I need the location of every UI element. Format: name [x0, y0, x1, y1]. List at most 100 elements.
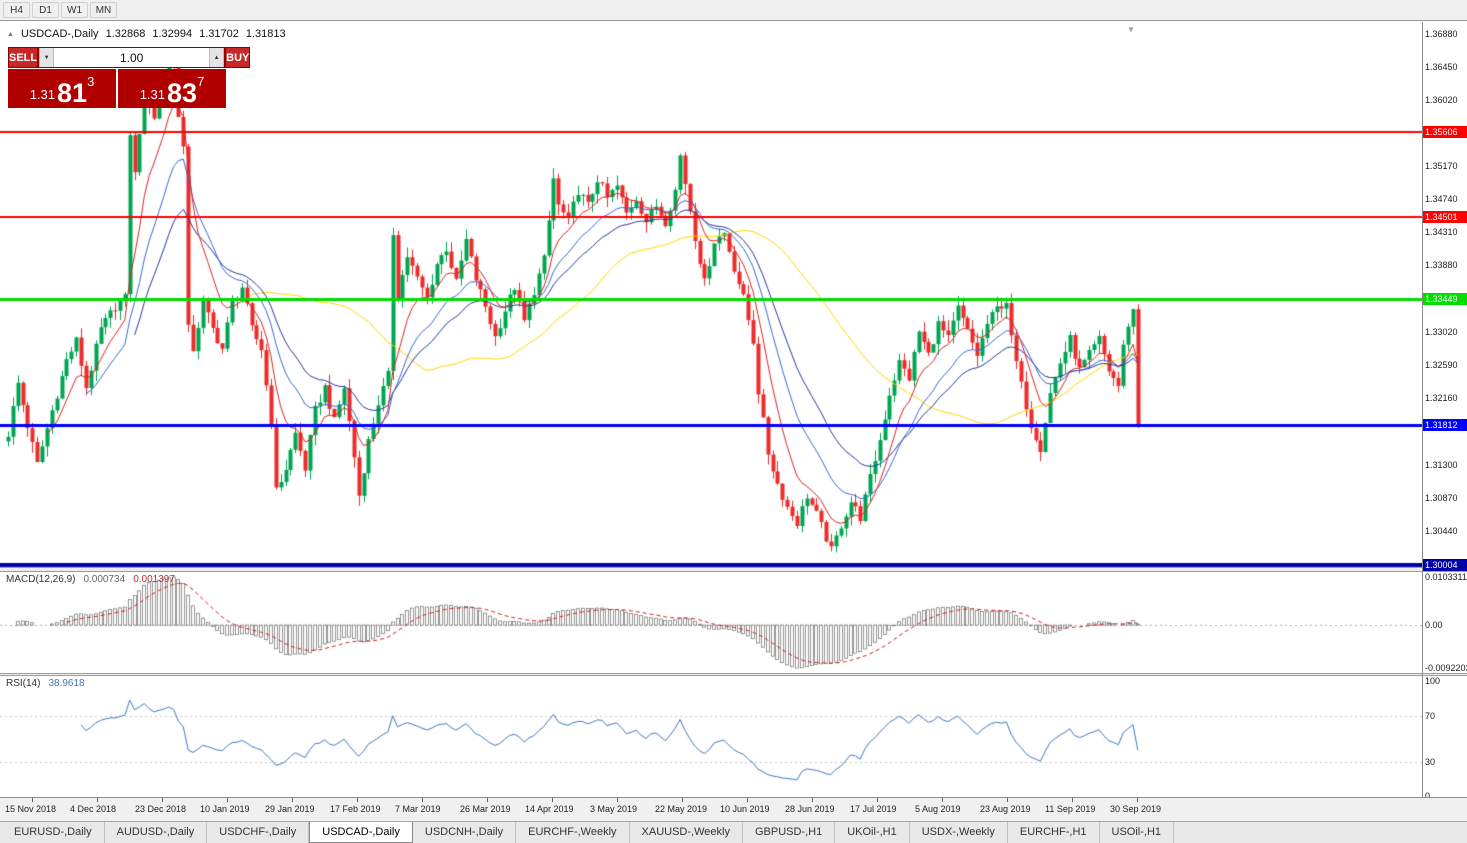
date-tick-mark: [357, 798, 358, 802]
price-tick-label: 1.32590: [1425, 360, 1458, 370]
tab-eurchf-weekly[interactable]: EURCHF-,Weekly: [516, 822, 630, 843]
buy-price-display[interactable]: 1.31 83 7: [118, 69, 226, 108]
panel-separator-rsi[interactable]: [0, 673, 1467, 676]
date-tick-mark: [942, 798, 943, 802]
main-chart-canvas[interactable]: [0, 22, 1422, 568]
panel-separator-macd[interactable]: [0, 567, 1467, 572]
date-label: 17 Feb 2019: [330, 804, 381, 814]
sell-price-display[interactable]: 1.31 81 3: [8, 69, 116, 108]
price-tick-label: 1.34740: [1425, 194, 1458, 204]
chart-shift-marker-icon[interactable]: ▼: [1127, 25, 1135, 34]
tab-usdx-weekly[interactable]: USDX-,Weekly: [910, 822, 1008, 843]
volume-control: ▼ ▲: [38, 47, 226, 68]
macd-value-signal: 0.001397: [133, 574, 175, 585]
rsi-indicator-canvas[interactable]: [0, 676, 1422, 797]
price-tick-label: 1.36020: [1425, 95, 1458, 105]
ohlc-high: 1.32994: [152, 28, 193, 40]
hline-price-flag: 1.33449: [1423, 293, 1467, 305]
rsi-value: 38.9618: [48, 678, 85, 689]
volume-input[interactable]: [54, 48, 210, 67]
price-tick-label: 1.30440: [1425, 526, 1458, 536]
date-label: 4 Dec 2018: [70, 804, 117, 814]
date-tick-mark: [877, 798, 878, 802]
date-tick-mark: [812, 798, 813, 802]
tab-usdcnh-daily[interactable]: USDCNH-,Daily: [413, 822, 517, 843]
timeframe-button-h4[interactable]: H4: [3, 2, 30, 18]
price-tick-label: 1.32160: [1425, 393, 1458, 403]
date-label: 11 Sep 2019: [1045, 804, 1096, 814]
date-tick-mark: [747, 798, 748, 802]
date-tick-mark: [487, 798, 488, 802]
macd-tick-label: 0.0103311: [1425, 572, 1467, 582]
sell-price-sup: 3: [87, 74, 95, 89]
timeframe-button-w1[interactable]: W1: [61, 2, 88, 18]
date-tick-mark: [97, 798, 98, 802]
buy-button[interactable]: BUY: [225, 47, 251, 68]
tab-ukoil-h1[interactable]: UKOil-,H1: [835, 822, 910, 843]
sell-button[interactable]: SELL: [8, 47, 39, 68]
one-click-trading-panel: SELL ▼ ▲ BUY 1.31 81 3 1.31 83 7: [8, 47, 251, 108]
date-label: 14 Apr 2019: [525, 804, 574, 814]
date-label: 17 Jul 2019: [850, 804, 897, 814]
rsi-tick-label: 30: [1425, 757, 1436, 767]
tab-audusd-daily[interactable]: AUDUSD-,Daily: [105, 822, 208, 843]
price-tick-label: 1.35170: [1425, 161, 1458, 171]
chart-symbol-timeframe: USDCAD-,Daily: [20, 28, 99, 40]
price-tick-label: 1.33020: [1425, 327, 1458, 337]
rsi-tick-label: 70: [1425, 711, 1436, 721]
timeframe-buttons: H4 D1 W1 MN: [3, 2, 119, 18]
price-tick-label: 1.31300: [1425, 460, 1458, 470]
tab-eurchf-h1[interactable]: EURCHF-,H1: [1008, 822, 1100, 843]
rsi-tick-label: 0: [1425, 791, 1431, 801]
date-tick-mark: [162, 798, 163, 802]
date-tick-mark: [1072, 798, 1073, 802]
timeframe-toolbar: H4 D1 W1 MN: [0, 0, 1467, 20]
buy-price-big: 83: [167, 78, 198, 109]
macd-name: MACD(12,26,9): [6, 574, 76, 585]
date-tick-mark: [682, 798, 683, 802]
macd-indicator-canvas[interactable]: [0, 572, 1422, 673]
price-axis-separator: [1422, 22, 1423, 797]
date-label: 5 Aug 2019: [915, 804, 961, 814]
sell-price-prefix: 1.31: [29, 87, 56, 102]
rsi-indicator-label: RSI(14) 38.9618: [6, 678, 85, 689]
macd-value-main: 0.000734: [83, 574, 126, 585]
date-label: 23 Dec 2018: [135, 804, 187, 814]
volume-decrease-button[interactable]: ▼: [39, 48, 55, 67]
macd-indicator-label: MACD(12,26,9) 0.000734 0.001397: [6, 574, 175, 585]
rsi-name: RSI(14): [6, 678, 41, 689]
date-tick-mark: [1007, 798, 1008, 802]
timeframe-button-d1[interactable]: D1: [32, 2, 59, 18]
ohlc-open: 1.32868: [105, 28, 146, 40]
chart-tab-bar: EURUSD-,Daily AUDUSD-,Daily USDCHF-,Daily U…: [0, 821, 1467, 843]
hline-price-flag: 1.35606: [1423, 126, 1467, 138]
date-tick-mark: [617, 798, 618, 802]
tab-xauusd-weekly[interactable]: XAUUSD-,Weekly: [630, 822, 743, 843]
tab-eurusd-daily[interactable]: EURUSD-,Daily: [2, 822, 105, 843]
tab-usdchf-daily[interactable]: USDCHF-,Daily: [207, 822, 310, 843]
collapse-arrow-icon[interactable]: ▲: [7, 30, 14, 38]
price-tick-label: 1.36880: [1425, 29, 1458, 39]
trade-prices-row: 1.31 81 3 1.31 83 7: [8, 69, 226, 108]
timeframe-button-mn[interactable]: MN: [90, 2, 117, 18]
date-axis[interactable]: 15 Nov 2018 4 Dec 2018 23 Dec 2018 10 Jan 2…: [0, 797, 1467, 822]
date-label: 15 Nov 2018: [5, 804, 57, 814]
rsi-tick-label: 100: [1425, 676, 1441, 686]
tab-gbpusd-h1[interactable]: GBPUSD-,H1: [743, 822, 836, 843]
volume-increase-button[interactable]: ▲: [209, 48, 225, 67]
price-axis[interactable]: 1.36880 1.36450 1.36020 1.35170 1.34740 1.343…: [1423, 22, 1467, 801]
date-label: 10 Jan 2019: [200, 804, 250, 814]
macd-tick-label: -0.0092203: [1425, 663, 1467, 673]
chart-title: ▲ USDCAD-,Daily 1.32868 1.32994 1.31702 …: [7, 28, 286, 40]
hline-price-flag: 1.31812: [1423, 419, 1467, 431]
date-label: 10 Jun 2019: [720, 804, 770, 814]
date-label: 3 May 2019: [590, 804, 638, 814]
price-tick-label: 1.34310: [1425, 227, 1458, 237]
ohlc-close: 1.31813: [245, 28, 286, 40]
buy-price-prefix: 1.31: [139, 87, 166, 102]
tab-usdcad-daily[interactable]: USDCAD-,Daily: [309, 822, 413, 843]
date-tick-mark: [227, 798, 228, 802]
tab-usoil-h1[interactable]: USOil-,H1: [1100, 822, 1175, 843]
chart-window[interactable]: ▲ USDCAD-,Daily 1.32868 1.32994 1.31702 …: [0, 20, 1467, 822]
